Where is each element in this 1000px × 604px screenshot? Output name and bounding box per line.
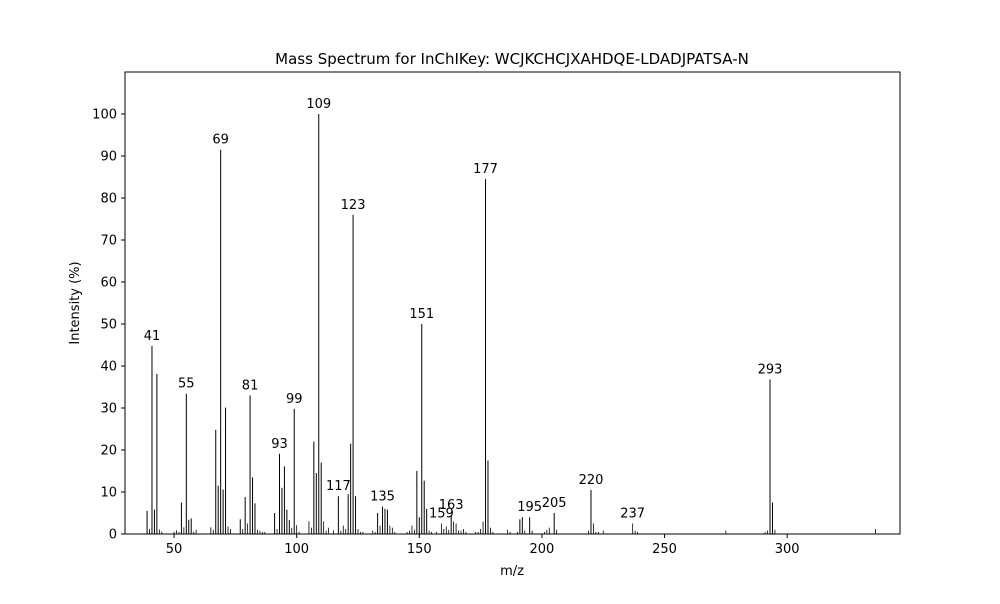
y-tick-label-0: 0 [109,528,117,543]
peak-label-159: 159 [429,507,454,522]
peak-label-151: 151 [409,307,434,322]
y-tick-label-90: 90 [100,150,117,165]
y-tick-label-20: 20 [100,444,117,459]
bars-layer [146,114,876,534]
peak-label-117: 117 [326,479,351,494]
y-tick-label-100: 100 [92,108,117,123]
y-tick-label-80: 80 [100,192,117,207]
y-axis-label: Intensity (%) [68,261,83,344]
peak-label-220: 220 [579,473,604,488]
plot-frame [124,71,901,535]
x-axis: 50 100 150 200 250 300 [166,534,800,557]
y-axis: 0 10 20 30 40 50 60 70 80 90 100 [92,108,125,543]
peak-label-55: 55 [178,377,195,392]
peak-label-177: 177 [473,162,498,177]
peak-label-293: 293 [758,362,783,377]
x-tick-label-300: 300 [775,542,800,557]
x-tick-label-200: 200 [530,542,555,557]
peak-label-109: 109 [306,97,331,112]
y-tick-label-30: 30 [100,402,117,417]
chart-title: Mass Spectrum for InChIKey: WCJKCHCJXAHD… [275,50,749,68]
peak-label-99: 99 [286,392,303,407]
peak-label-93: 93 [271,437,288,452]
x-axis-label: m/z [500,564,524,579]
x-tick-label-250: 250 [652,542,677,557]
peak-label-123: 123 [341,198,366,213]
peak-label-237: 237 [620,507,645,522]
y-tick-label-70: 70 [100,234,117,249]
x-tick-label-50: 50 [166,542,183,557]
y-tick-label-40: 40 [100,360,117,375]
y-tick-label-10: 10 [100,486,117,501]
peak-label-205: 205 [542,496,567,511]
y-tick-label-60: 60 [100,276,117,291]
peak-label-69: 69 [212,133,229,148]
peak-label-81: 81 [242,378,259,393]
x-tick-label-100: 100 [284,542,309,557]
peak-label-163: 163 [439,498,464,513]
peak-label-41: 41 [144,329,161,344]
peak-label-195: 195 [517,500,542,515]
peak-label-135: 135 [370,490,395,505]
x-tick-label-150: 150 [407,542,432,557]
y-tick-label-50: 50 [100,318,117,333]
